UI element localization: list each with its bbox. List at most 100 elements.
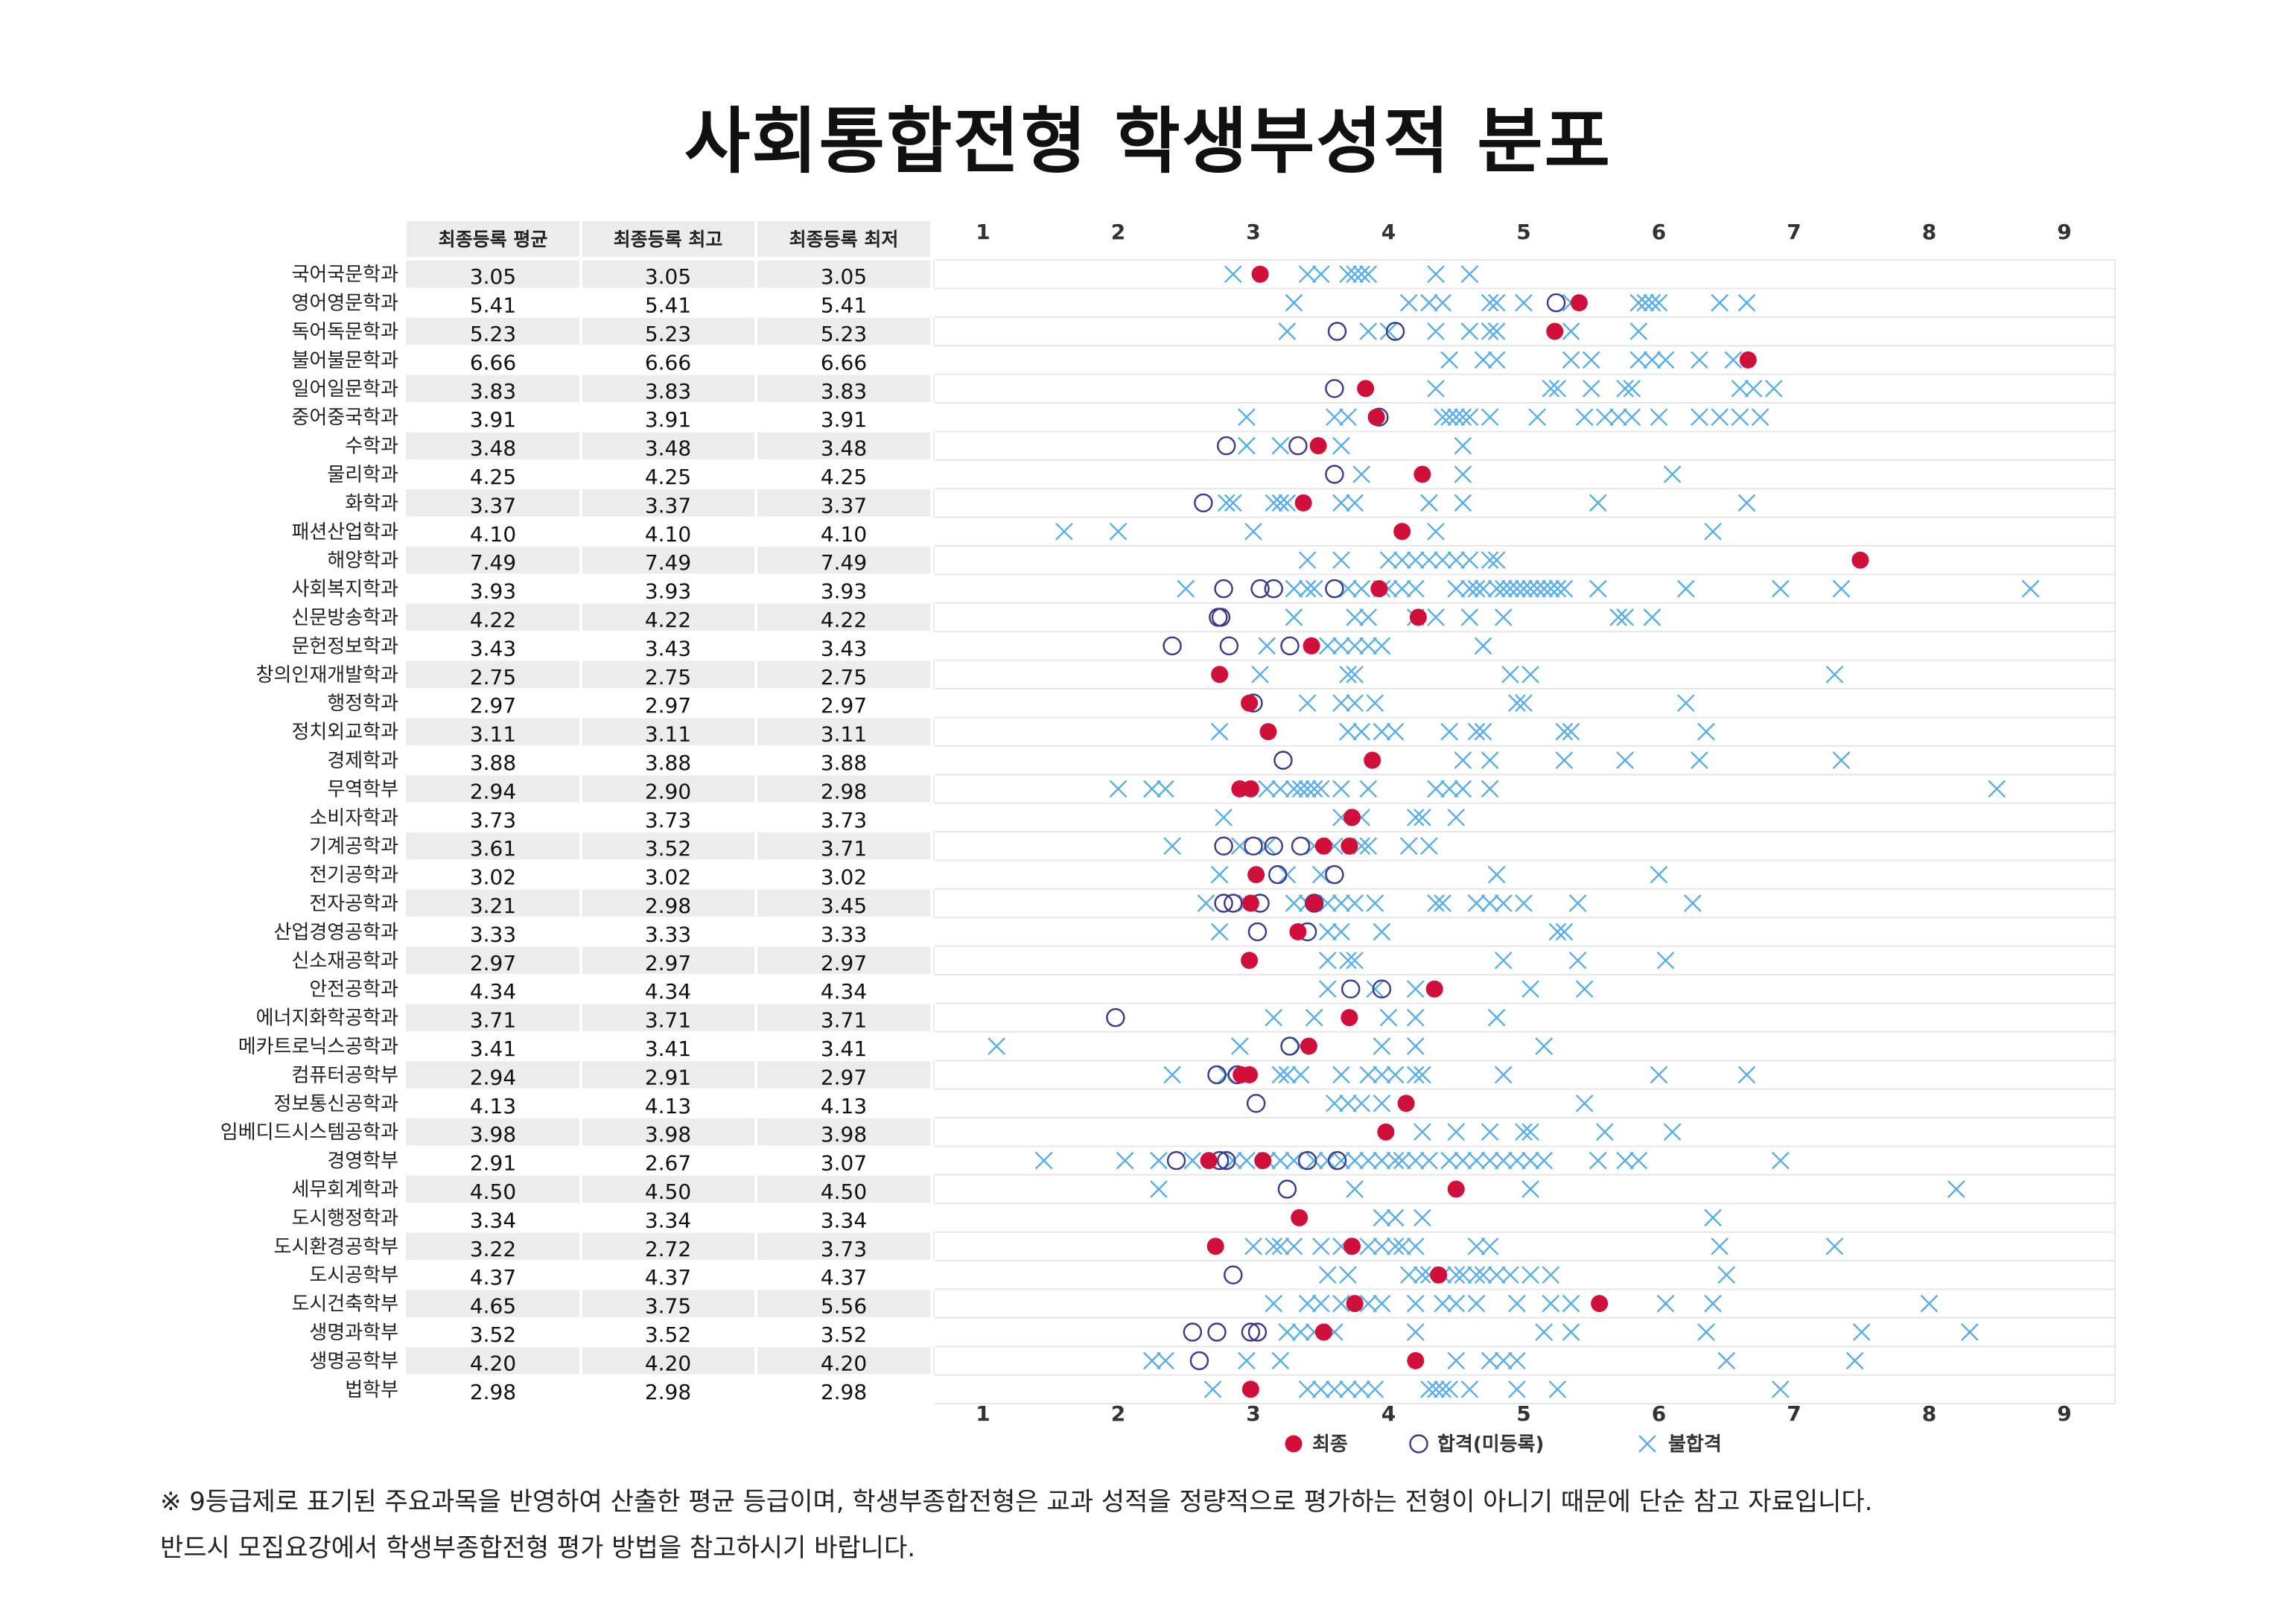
fail-mark <box>1691 751 1708 769</box>
max-value: 3.41 <box>645 1037 691 1061</box>
fail-mark-stroke <box>1346 951 1364 969</box>
department-label: 행정학과 <box>327 692 398 715</box>
fail-mark <box>1298 1380 1317 1398</box>
fail-mark-stroke <box>1359 837 1378 856</box>
fail-mark <box>1447 408 1466 427</box>
max-value: 4.34 <box>645 979 691 1004</box>
pass-mark <box>1219 636 1239 656</box>
pass-mark <box>1207 1065 1227 1085</box>
fail-mark-stroke <box>1454 436 1472 455</box>
fail-mark-stroke <box>1515 694 1533 713</box>
max-value: 2.97 <box>645 693 691 718</box>
min-value: 3.11 <box>821 722 867 747</box>
fail-mark-stroke <box>1420 293 1438 312</box>
fail-mark <box>1481 1151 1499 1170</box>
fail-mark-stroke <box>1238 1151 1256 1170</box>
fail-mark-stroke <box>1772 1151 1790 1170</box>
fail-mark <box>1656 1294 1675 1313</box>
fail-mark-stroke <box>1562 1294 1580 1313</box>
fail-mark-stroke <box>1271 1351 1290 1370</box>
fail-mark-stroke <box>1359 608 1378 626</box>
fail-mark-stroke <box>1623 379 1641 398</box>
fail-mark <box>1366 980 1384 999</box>
fail-mark-stroke <box>1318 894 1337 912</box>
fail-mark-stroke <box>1326 1094 1343 1112</box>
fail-mark-stroke <box>1311 780 1330 798</box>
fail-mark-stroke <box>1684 894 1702 912</box>
fail-mark-stroke <box>1487 579 1506 598</box>
fail-mark <box>1399 293 1418 312</box>
fail-mark-stroke <box>1548 1380 1567 1398</box>
fail-mark <box>1352 1094 1371 1112</box>
fail-mark <box>1278 865 1297 884</box>
fail-mark <box>1332 694 1350 713</box>
fail-mark-stroke <box>1393 551 1411 570</box>
fail-mark-stroke <box>1508 694 1526 713</box>
fail-mark <box>1420 837 1438 856</box>
table-row-bg <box>406 1118 935 1146</box>
footnote-line-1: ※ 9등급제로 표기된 주요과목을 반영하여 산출한 평균 등급이며, 학생부종… <box>160 1487 1873 1517</box>
pass-mark <box>1194 493 1213 513</box>
fail-mark <box>1521 1180 1539 1198</box>
fail-mark <box>1845 1351 1864 1370</box>
avg-value: 4.10 <box>470 522 516 547</box>
max-value: 3.48 <box>645 436 691 461</box>
fail-mark <box>1393 1237 1411 1255</box>
fail-mark-stroke <box>1447 808 1466 827</box>
fail-mark-stroke <box>1332 1294 1350 1313</box>
fail-mark-stroke <box>1521 980 1539 999</box>
min-value: 3.52 <box>821 1322 867 1347</box>
fail-mark-stroke <box>1521 1266 1539 1284</box>
fail-mark-stroke <box>1434 293 1451 312</box>
fail-mark-stroke <box>1663 1123 1682 1141</box>
fail-mark-stroke <box>1487 351 1506 369</box>
fail-mark-stroke <box>1420 1151 1438 1170</box>
fail-mark-stroke <box>1339 579 1357 598</box>
fail-mark <box>1440 351 1459 369</box>
fail-mark <box>1650 408 1668 427</box>
fail-mark-stroke <box>1521 1123 1539 1141</box>
min-value: 4.13 <box>821 1094 867 1118</box>
fail-mark <box>1406 980 1425 999</box>
fail-mark-stroke <box>1852 1323 1871 1341</box>
fail-mark <box>1332 780 1350 798</box>
avg-value: 3.33 <box>470 922 516 946</box>
fail-mark-stroke <box>1420 837 1438 856</box>
department-label: 무역학부 <box>327 778 398 800</box>
fail-mark-stroke <box>1481 322 1499 340</box>
fail-mark <box>1285 780 1303 798</box>
fail-mark-stroke <box>1731 379 1749 398</box>
min-value: 3.71 <box>821 1008 867 1033</box>
fail-mark-stroke <box>1157 1351 1174 1370</box>
fail-mark-stroke <box>1582 379 1600 398</box>
fail-mark-stroke <box>1332 637 1350 655</box>
fail-mark <box>1427 522 1445 541</box>
fail-mark <box>1373 1094 1391 1112</box>
fail-mark-stroke <box>1386 1066 1405 1084</box>
fail-mark-stroke <box>1711 1237 1729 1255</box>
fail-mark-stroke <box>1346 494 1364 512</box>
fail-mark-stroke <box>1406 1323 1425 1341</box>
fail-mark-stroke <box>1515 1123 1533 1141</box>
min-value: 4.50 <box>821 1179 867 1204</box>
fail-mark-stroke <box>1447 551 1466 570</box>
fail-mark <box>1406 1066 1425 1084</box>
fail-mark <box>1663 1123 1682 1141</box>
max-value: 7.49 <box>645 550 691 575</box>
fail-mark <box>1359 322 1378 340</box>
fail-mark <box>1474 351 1492 369</box>
table-row-bg <box>406 261 935 288</box>
final-mark <box>1241 894 1259 912</box>
fail-mark <box>1352 465 1371 483</box>
fail-mark-stroke <box>1515 894 1533 912</box>
table-row-bg <box>406 660 935 688</box>
fail-mark <box>1427 608 1445 626</box>
max-value: 4.22 <box>645 608 691 632</box>
fail-mark-stroke <box>1373 1066 1391 1084</box>
fail-mark-stroke <box>1215 808 1233 827</box>
fail-mark <box>1393 551 1411 570</box>
fail-mark-stroke <box>1494 608 1513 626</box>
pass-mark <box>1327 322 1347 341</box>
avg-value: 4.50 <box>470 1179 516 1204</box>
fail-mark <box>1548 923 1567 941</box>
